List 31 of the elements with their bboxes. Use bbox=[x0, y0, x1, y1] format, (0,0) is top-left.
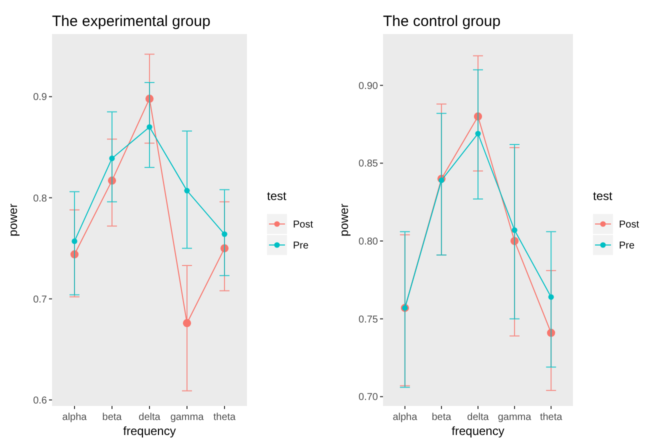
x-tick-label: delta bbox=[138, 412, 161, 423]
x-axis-title: frequency bbox=[123, 424, 176, 438]
legend-label: Post bbox=[619, 220, 640, 230]
legend-label: Pre bbox=[619, 240, 635, 252]
x-tick-label: gamma bbox=[498, 412, 532, 423]
x-tick-label: theta bbox=[540, 412, 563, 423]
x-tick-label: delta bbox=[467, 412, 490, 423]
y-tick-label: 0.75 bbox=[358, 314, 378, 326]
y-tick-label: 0.90 bbox=[358, 80, 378, 92]
chart-title: The control group bbox=[383, 13, 501, 30]
legend-label: Pre bbox=[293, 240, 309, 252]
x-tick-label: gamma bbox=[170, 412, 204, 423]
y-tick-label: 0.70 bbox=[358, 392, 378, 404]
x-axis-title: frequency bbox=[452, 424, 504, 438]
legend-title: test bbox=[267, 189, 288, 203]
chart-title: The experimental group bbox=[52, 13, 210, 30]
legend-title: test bbox=[593, 189, 614, 203]
y-tick-label: 0.85 bbox=[358, 158, 378, 170]
y-tick-label: 0.80 bbox=[358, 236, 378, 248]
x-tick-label: theta bbox=[213, 412, 236, 423]
x-tick-label: beta bbox=[432, 412, 452, 423]
y-tick-label: 0.9 bbox=[33, 92, 48, 104]
y-tick-label: 0.7 bbox=[33, 294, 48, 306]
legend-label: Post bbox=[293, 220, 314, 230]
y-tick-label: 0.6 bbox=[33, 395, 48, 406]
y-tick-label: 0.8 bbox=[33, 193, 48, 204]
x-tick-label: beta bbox=[102, 412, 122, 423]
y-axis-title: power bbox=[6, 204, 20, 236]
x-tick-label: alpha bbox=[62, 412, 88, 423]
x-tick-label: alpha bbox=[392, 412, 418, 423]
y-axis-title: power bbox=[337, 204, 351, 236]
